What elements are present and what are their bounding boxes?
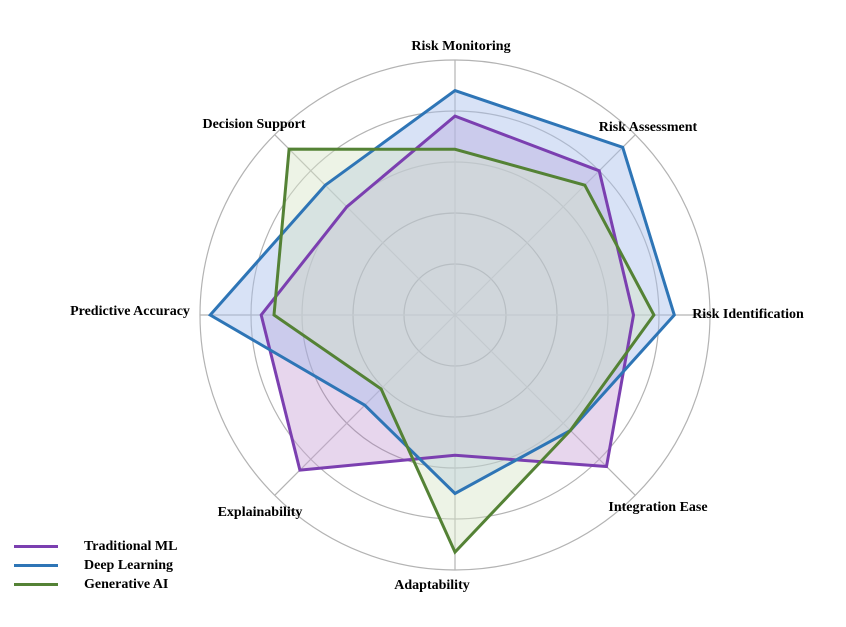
grid-spokes xyxy=(200,60,710,570)
spoke-decision-support xyxy=(274,134,456,316)
series-layer xyxy=(207,88,676,555)
series-area-generative-ai xyxy=(274,149,654,553)
axis-label-risk-identification: Risk Identification xyxy=(692,307,804,322)
legend: Traditional ML Deep Learning Generative … xyxy=(14,537,177,594)
legend-swatch-traditional-ml xyxy=(14,545,58,548)
legend-label-traditional-ml: Traditional ML xyxy=(84,538,178,554)
legend-item-generative-ai: Generative AI xyxy=(14,575,177,594)
axis-label-decision-support: Decision Support xyxy=(202,117,305,132)
series-line-generative-ai xyxy=(272,147,656,555)
series-area-deep-learning xyxy=(210,90,675,494)
axis-label-integration-ease: Integration Ease xyxy=(608,500,707,515)
spoke-risk-assessment xyxy=(454,134,636,316)
series-line-deep-learning xyxy=(207,88,676,496)
axis-labels: Risk Identification Risk Assessment Risk M… xyxy=(70,39,804,593)
legend-swatch-generative-ai xyxy=(14,583,58,586)
axis-label-explainability: Explainability xyxy=(218,505,303,520)
axis-label-risk-assessment: Risk Assessment xyxy=(599,120,698,135)
legend-item-deep-learning: Deep Learning xyxy=(14,556,177,575)
series-line-traditional-ml xyxy=(259,114,636,472)
series-area-traditional-ml xyxy=(261,116,634,471)
legend-label-generative-ai: Generative AI xyxy=(84,576,169,592)
axis-label-risk-monitoring: Risk Monitoring xyxy=(411,39,510,54)
legend-label-deep-learning: Deep Learning xyxy=(84,557,174,573)
axis-label-adaptability: Adaptability xyxy=(394,578,469,593)
axis-label-predictive-accuracy: Predictive Accuracy xyxy=(70,304,190,319)
legend-item-traditional-ml: Traditional ML xyxy=(14,537,177,556)
legend-swatch-deep-learning xyxy=(14,564,58,567)
